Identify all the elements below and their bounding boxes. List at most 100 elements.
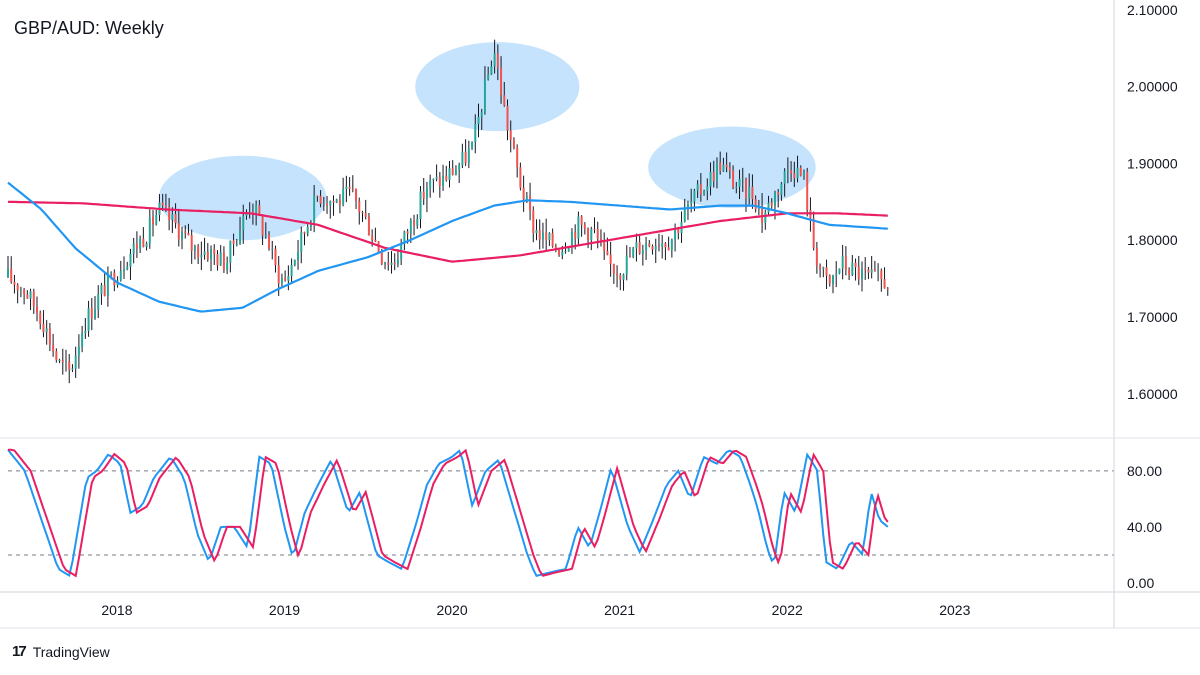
- candle-up: [297, 252, 300, 261]
- candle-up: [425, 188, 428, 199]
- candle-up: [564, 251, 567, 253]
- price-tick-label: 2.10000: [1127, 2, 1178, 18]
- candle-up: [255, 205, 258, 214]
- candle-down: [464, 151, 467, 164]
- candle-up: [670, 239, 673, 251]
- candle-down: [90, 308, 93, 319]
- candle-down: [799, 167, 802, 176]
- candle-down: [616, 273, 619, 276]
- candle-down: [512, 139, 515, 148]
- candle-down: [361, 212, 364, 214]
- candle-down: [332, 200, 335, 203]
- candle-down: [558, 249, 561, 256]
- tradingview-logo-icon: 17: [12, 643, 27, 660]
- candle-down: [135, 243, 138, 249]
- candle-down: [258, 205, 261, 216]
- candle-up: [132, 243, 135, 254]
- candle-up: [786, 170, 789, 172]
- candle-up: [780, 183, 783, 195]
- candle-down: [13, 281, 16, 285]
- candle-up: [741, 178, 744, 180]
- candle-down: [638, 242, 641, 254]
- candle-down: [10, 268, 13, 282]
- stochastic-layer: [7, 448, 1114, 578]
- candle-down: [657, 246, 660, 248]
- candle-down: [177, 223, 180, 240]
- candle-up: [287, 276, 290, 281]
- candle-down: [619, 275, 622, 280]
- candle-down: [32, 291, 35, 307]
- candle-up: [200, 254, 203, 258]
- candle-down: [316, 195, 319, 197]
- candle-up: [577, 216, 580, 239]
- candle-down: [48, 328, 51, 345]
- candle-down: [222, 252, 225, 271]
- candle-down: [551, 233, 554, 247]
- candle-up: [851, 262, 854, 275]
- candle-down: [667, 247, 670, 251]
- candle-down: [854, 262, 857, 268]
- candle-down: [113, 272, 116, 286]
- candle-down: [364, 213, 367, 217]
- price-tick-label: 2.00000: [1127, 79, 1178, 95]
- candle-down: [190, 235, 193, 251]
- candle-down: [496, 53, 499, 68]
- candle-up: [29, 291, 32, 299]
- candle-up: [632, 248, 635, 258]
- candle-down: [16, 284, 19, 291]
- candle-down: [587, 228, 590, 240]
- candle-up: [706, 186, 709, 192]
- candle-up: [590, 228, 593, 240]
- candle-down: [793, 173, 796, 179]
- candle-down: [819, 265, 822, 270]
- candle-down: [761, 206, 764, 223]
- candle-up: [139, 238, 142, 249]
- candle-down: [883, 279, 886, 289]
- candle-down: [303, 232, 306, 234]
- candle-up: [773, 192, 776, 206]
- candle-up: [264, 234, 267, 236]
- candle-up: [87, 308, 90, 332]
- candle-down: [628, 255, 631, 258]
- candle-down: [612, 263, 615, 274]
- candle-up: [119, 271, 122, 281]
- candle-up: [735, 186, 738, 188]
- candle-up: [693, 190, 696, 202]
- candle-up: [409, 220, 412, 234]
- candle-down: [725, 164, 728, 168]
- candle-down: [377, 241, 380, 253]
- tradingview-footer[interactable]: 17 TradingView: [12, 643, 110, 660]
- candle-down: [371, 235, 374, 241]
- candle-up: [471, 141, 474, 149]
- candle-down: [42, 323, 45, 333]
- candle-down: [197, 246, 200, 258]
- candle-up: [570, 231, 573, 248]
- candle-up: [313, 195, 316, 225]
- price-tick-label: 1.80000: [1127, 232, 1178, 248]
- candle-down: [451, 168, 454, 175]
- candle-up: [748, 186, 751, 199]
- candle-up: [796, 167, 799, 179]
- candle-up: [181, 231, 184, 240]
- candle-up: [145, 243, 148, 247]
- candle-down: [580, 216, 583, 225]
- candle-down: [522, 187, 525, 200]
- candle-up: [686, 203, 689, 208]
- candle-down: [583, 224, 586, 229]
- candle-down: [338, 199, 341, 205]
- candle-up: [703, 191, 706, 195]
- candle-down: [554, 246, 557, 250]
- candle-up: [674, 228, 677, 240]
- highlight-layer: [158, 42, 816, 241]
- candle-up: [71, 368, 74, 370]
- candle-up: [442, 176, 445, 186]
- candle-up: [683, 207, 686, 222]
- price-tick-label: 1.60000: [1127, 386, 1178, 402]
- candle-down: [187, 233, 190, 236]
- candle-up: [19, 289, 22, 291]
- stochastic-d-line: [8, 448, 889, 578]
- candle-up: [561, 252, 564, 256]
- candle-up: [654, 246, 657, 250]
- candle-up: [342, 189, 345, 205]
